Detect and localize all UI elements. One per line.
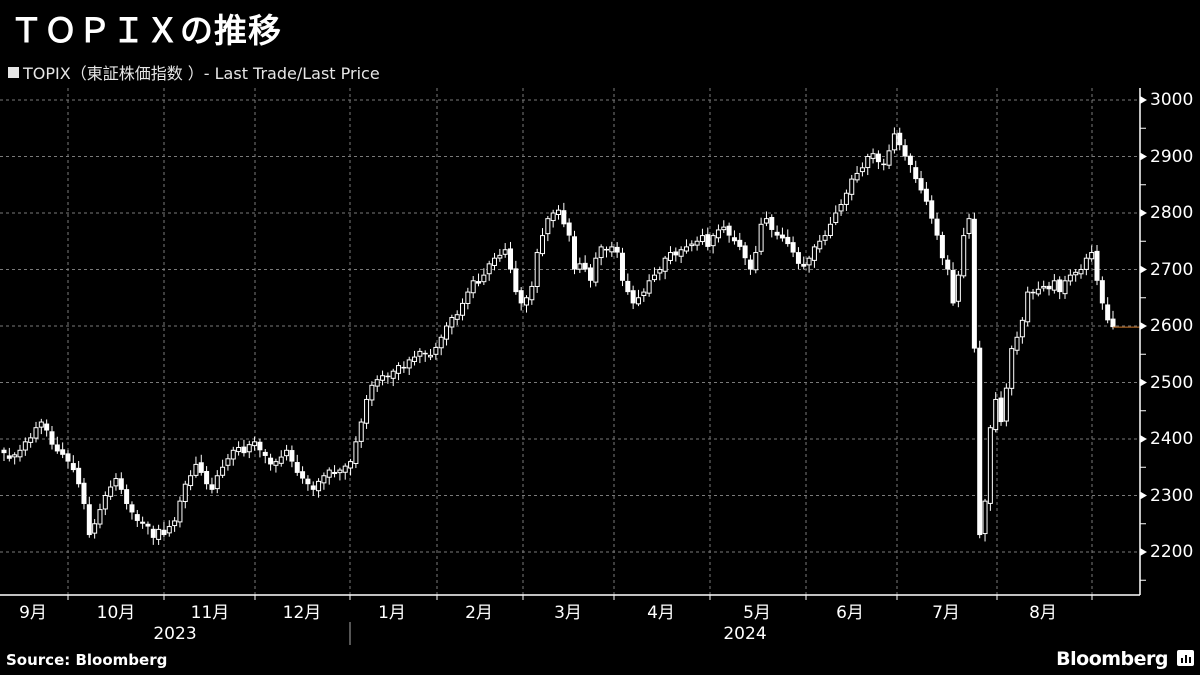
axes [0,88,1147,645]
x-month-label: 12月 [282,603,322,623]
x-month-label: 7月 [932,603,960,623]
x-month-label: 2月 [465,603,493,623]
y-tick-label: 2700 [1150,259,1194,280]
y-tick-label: 2400 [1150,429,1194,449]
chart-title: ＴＯＰＩＸの推移 [10,11,282,50]
y-tick-label: 2600 [1150,316,1194,336]
x-month-label: 6月 [836,603,864,623]
y-tick-label: 2800 [1150,203,1194,223]
bloomberg-logo: Bloomberg [1056,648,1168,670]
x-month-label: 9月 [19,603,47,623]
x-month-label: 10月 [96,603,136,623]
x-month-label: 1月 [378,603,406,623]
legend: TOPIX（東証株価指数 ）- Last Trade/Last Price [8,60,380,84]
bloomberg-chart-icon [1177,650,1194,666]
x-year-label: 2023 [153,624,197,644]
legend-label: TOPIX（東証株価指数 ）- Last Trade/Last Price [23,64,380,83]
y-tick-label: 2900 [1150,146,1194,167]
x-month-label: 3月 [554,603,582,623]
x-year-label: 2024 [723,624,767,644]
x-month-label: 11月 [190,603,230,623]
gridlines [0,88,1140,595]
y-tick-label: 2500 [1150,372,1194,393]
y-tick-label: 3000 [1150,90,1194,110]
x-month-label: 4月 [647,603,675,623]
x-month-label: 5月 [743,603,771,623]
candles [1,127,1140,545]
x-month-label: 8月 [1029,603,1057,623]
y-tick-label: 2200 [1150,542,1194,562]
source-note: Source: Bloomberg [6,651,168,669]
y-tick-label: 2300 [1150,485,1194,506]
legend-swatch-icon [8,66,19,78]
